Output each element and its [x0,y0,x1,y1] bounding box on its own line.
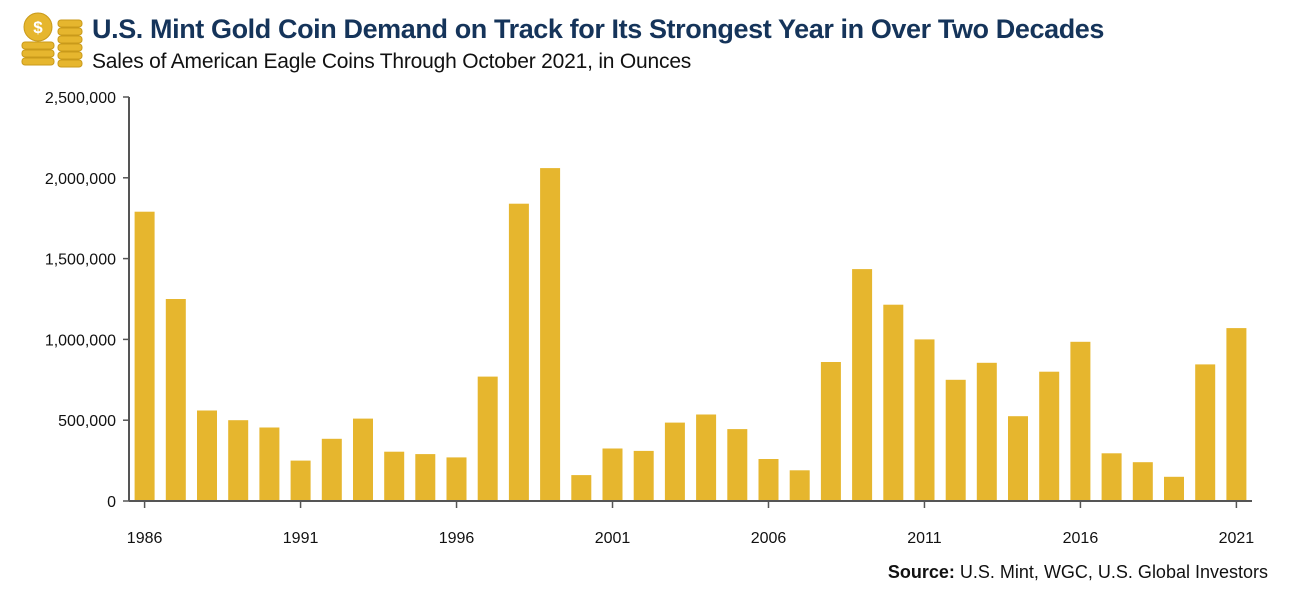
chart-subtitle: Sales of American Eagle Coins Through Oc… [92,50,692,73]
bar-2006 [758,459,779,501]
bar-2016 [1070,341,1091,501]
bar-1986 [134,211,155,501]
bar-2007 [789,470,810,501]
bar-2018 [1132,462,1153,501]
bar-2000 [571,475,592,501]
bar-2002 [633,450,654,501]
bar-1993 [353,418,373,501]
bar-1999 [540,168,561,501]
y-tick-label: 1,000,000 [45,332,116,349]
y-tick-label: 500,000 [58,413,116,430]
bar-2015 [1039,371,1060,501]
bar-2011 [914,339,935,501]
bar-2008 [820,362,841,501]
source-note: Source: U.S. Mint, WGC, U.S. Global Inve… [888,562,1268,583]
bar-1996 [446,457,467,501]
bar-1992 [321,438,342,501]
x-tick-label: 2021 [1219,530,1255,547]
x-tick-label: 2006 [751,530,787,547]
y-tick-label: 2,000,000 [45,171,116,188]
x-tick-label: 1986 [127,530,163,547]
x-tick-label: 2001 [595,530,631,547]
bar-2013 [976,362,997,501]
source-text: U.S. Mint, WGC, U.S. Global Investors [954,562,1268,582]
logo-dollar-sign: $ [33,18,43,37]
bar-2012 [945,379,966,501]
bar-2004 [696,414,717,501]
bar-1989 [228,420,249,501]
y-tick-label: 1,500,000 [45,252,116,269]
source-label: Source: [887,562,955,582]
bar-chart: 0 500,000 1,000,000 1,500,000 2,000,000 2,500… [45,90,1255,547]
bar-1995 [415,454,436,501]
bar-2010 [883,304,904,501]
y-tick-label: 0 [107,494,116,511]
y-tick-label: 2,500,000 [45,90,116,107]
bar-2009 [852,269,873,501]
bar-1998 [508,203,529,501]
bar-1991 [290,460,311,501]
bar-2001 [602,448,623,501]
bar-2020 [1195,364,1216,501]
x-tick-label: 1991 [283,530,319,547]
bar-2021 [1226,328,1247,501]
x-tick-label: 2011 [907,530,942,547]
bar-2014 [1008,416,1028,501]
bar-1997 [477,376,498,501]
gold-coin-stack-icon: $ [18,12,84,74]
x-tick-label: 2016 [1063,530,1099,547]
bar-1987 [165,299,186,501]
bar-2017 [1101,453,1122,501]
chart-title: U.S. Mint Gold Coin Demand on Track for … [92,14,1105,44]
bar-1988 [197,410,217,501]
x-tick-label: 1996 [439,530,475,547]
bar-2005 [727,429,748,501]
bar-1990 [259,427,280,501]
bar-2003 [664,422,685,501]
bar-1994 [384,451,405,501]
bar-2019 [1164,476,1184,501]
